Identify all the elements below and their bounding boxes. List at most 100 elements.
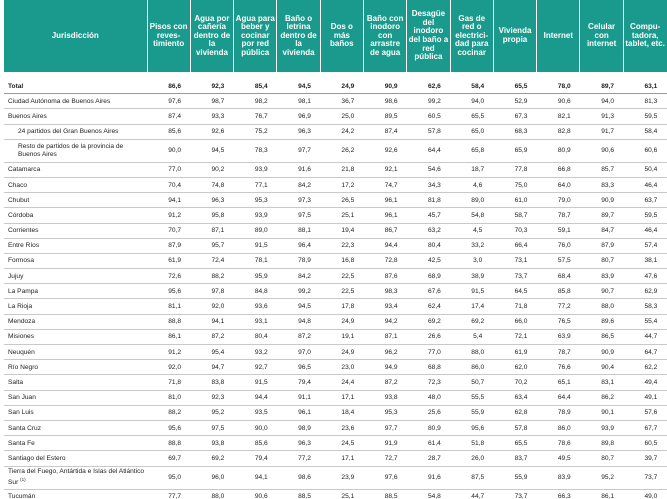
value-cell: 66,0 (493, 314, 537, 330)
value-cell: 38,9 (450, 268, 494, 285)
value-cell: 95,4 (190, 344, 234, 361)
jurisdiction-name-cell: Neuquén (4, 344, 147, 361)
value-cell: 86,5 (579, 329, 624, 346)
value-cell: 17,2 (320, 177, 364, 194)
value-cell: 88,5 (276, 489, 321, 499)
value-cell: 76,0 (536, 238, 580, 254)
value-cell: 91,1 (276, 390, 321, 406)
value-cell: 83,9 (579, 268, 624, 285)
table-row: Buenos Aires 87,4 93,3 76,7 96,9 25,0 89,5 60,5… (4, 108, 667, 125)
jurisdiction-name-cell: Buenos Aires (4, 108, 147, 125)
value-cell: 89,0 (233, 223, 277, 239)
value-cell: 68,8 (406, 359, 451, 376)
column-header: Agua para beber y cocinar por red públic… (233, 0, 278, 72)
table-row: Chubut 94,1 96,3 95,3 97,3 26,5 96,1 81,8 89,0 61… (4, 192, 667, 209)
jurisdiction-name: Santa Cruz (8, 424, 41, 432)
value-cell: 67,6 (406, 283, 451, 300)
value-cell: 76,7 (233, 108, 277, 125)
value-cell: 87,4 (363, 124, 407, 140)
value-cell: 79,0 (536, 192, 580, 209)
value-cell: 86,0 (536, 420, 580, 437)
value-cell: 95,7 (190, 238, 234, 254)
value-cell: 98,9 (276, 420, 321, 437)
value-cell: 64,5 (493, 283, 537, 300)
value-cell: 98,1 (276, 93, 321, 110)
value-cell: 61,4 (406, 435, 451, 452)
value-cell: 78,9 (276, 253, 321, 270)
value-cell: 94,5 (190, 139, 234, 163)
value-cell: 88,2 (190, 268, 234, 285)
value-cell: 89,0 (450, 192, 494, 209)
value-cell: 78,1 (233, 253, 277, 270)
jurisdiction-name-cell: Tierra del Fuego, Antártida e Islas del … (4, 466, 147, 490)
value-cell: 17,1 (320, 390, 364, 406)
value-cell: 51,8 (450, 435, 494, 452)
value-cell: 71,8 (147, 374, 191, 391)
value-cell: 77,2 (536, 298, 580, 315)
value-cell: 87,6 (363, 268, 407, 285)
jurisdiction-name-cell: Corrientes (4, 223, 147, 239)
value-cell: 68,4 (536, 268, 580, 285)
value-cell: 57,5 (536, 253, 580, 270)
column-header: Vivienda propia (493, 0, 538, 72)
value-cell: 80,7 (579, 253, 624, 270)
value-cell: 23,0 (320, 359, 364, 376)
value-cell: 28,7 (406, 450, 451, 467)
value-cell: 26,2 (320, 139, 364, 163)
jurisdiction-name-cell: Santa Fe (4, 435, 147, 452)
value-cell: 81,3 (623, 93, 667, 110)
jurisdiction-name-cell: San Luis (4, 405, 147, 421)
value-cell: 81,8 (406, 192, 451, 209)
value-cell: 96,4 (276, 238, 321, 254)
value-cell: 54,8 (450, 207, 494, 224)
value-cell: 24,2 (320, 124, 364, 140)
jurisdiction-name-cell: Chubut (4, 192, 147, 209)
jurisdiction-name-cell: Salta (4, 374, 147, 391)
value-cell: 98,2 (233, 93, 277, 110)
value-cell: 94,0 (579, 93, 624, 110)
value-cell: 73,7 (493, 489, 537, 499)
table-row: Tierra del Fuego, Antártida e Islas del … (4, 466, 667, 490)
jurisdiction-name: Formosa (8, 257, 35, 265)
value-cell: 96,9 (276, 108, 321, 125)
jurisdiction-name: Buenos Aires (8, 112, 47, 120)
value-cell: 80,4 (406, 238, 451, 254)
value-cell: 97,7 (363, 420, 407, 437)
value-cell: 94,1 (233, 466, 277, 490)
value-cell: 42,5 (406, 253, 451, 270)
value-cell: 64,7 (623, 344, 667, 361)
value-cell: 84,7 (579, 223, 624, 239)
column-header: Baño o letrina dentro de la vivienda (276, 0, 321, 72)
jurisdiction-name: Misiones (8, 333, 35, 341)
jurisdiction-name: Resto de partidos de la provincia de Bue… (18, 142, 124, 158)
value-cell: 4,6 (450, 177, 494, 194)
value-cell: 80,9 (536, 139, 580, 163)
value-cell: 70,3 (493, 223, 537, 239)
table-row: Resto de partidos de la provincia de Bue… (4, 139, 667, 163)
value-cell: 67,7 (623, 420, 667, 437)
value-cell: 66,4 (493, 238, 537, 254)
value-cell: 94,9 (363, 359, 407, 376)
jurisdiction-name: Ciudad Autónoma de Buenos Aires (8, 97, 111, 105)
value-cell: 93,9 (233, 207, 277, 224)
value-cell: 91,7 (579, 124, 624, 140)
value-cell: 90,2 (190, 162, 234, 178)
value-cell: 78,9 (536, 405, 580, 421)
table-row: San Luis 88,2 95,2 93,5 96,1 18,4 95,3 25,6 55,9… (4, 405, 667, 421)
value-cell: 97,0 (276, 344, 321, 361)
value-cell: 80,9 (406, 420, 451, 437)
table-row: Chaco 70,4 74,8 77,1 84,2 17,2 74,7 34,3 4,6 75,0… (4, 177, 667, 194)
value-cell: 93,9 (233, 162, 277, 178)
value-cell: 24,5 (320, 435, 364, 452)
value-cell: 94,2 (363, 314, 407, 330)
value-cell: 63,4 (493, 390, 537, 406)
value-cell: 44,7 (450, 489, 494, 499)
value-cell: 87,9 (147, 238, 191, 254)
value-cell: 88,0 (450, 344, 494, 361)
value-cell: 93,8 (363, 390, 407, 406)
table-row: La Pampa 95,6 97,8 84,8 99,2 22,5 98,3 67,6 91,5… (4, 283, 667, 300)
value-cell: 77,0 (147, 162, 191, 178)
value-cell: 85,6 (233, 435, 277, 452)
value-cell: 59,5 (623, 108, 667, 125)
value-cell: 92,1 (363, 162, 407, 178)
